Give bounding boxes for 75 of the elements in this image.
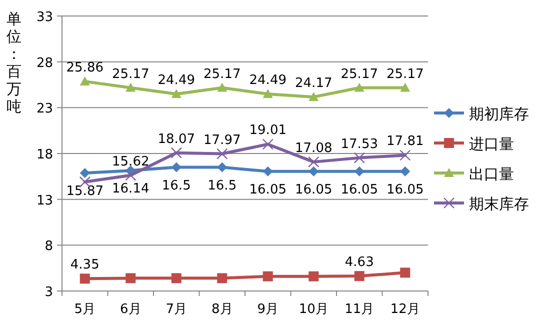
data-label: 17.53	[340, 136, 378, 152]
point	[217, 273, 228, 284]
point	[262, 89, 273, 98]
data-label: 17.81	[386, 134, 424, 150]
data-label: 25.17	[112, 66, 150, 82]
point	[262, 166, 273, 176]
point	[308, 166, 319, 176]
data-label: 25.17	[204, 66, 241, 82]
point	[80, 76, 90, 86]
y-tick-label: 13	[36, 193, 53, 208]
data-label: 16.5	[208, 178, 237, 194]
x-tick-label: 8月	[211, 302, 233, 317]
x-tick-label: 5月	[74, 302, 96, 317]
data-label: 17.08	[295, 140, 332, 156]
point	[80, 274, 90, 284]
point	[354, 166, 364, 176]
y-axis-title: 单位：百万吨	[6, 10, 22, 116]
point	[308, 92, 319, 101]
data-label: 4.63	[344, 255, 374, 270]
y-tick-label: 3	[44, 285, 53, 300]
y-tick-label: 28	[36, 56, 53, 71]
point	[170, 147, 182, 158]
point	[400, 166, 410, 176]
y-tick-label: 23	[36, 102, 53, 117]
point	[262, 271, 273, 282]
x-tick-label: 9月	[257, 302, 279, 317]
data-label: 17.97	[204, 132, 241, 148]
point	[171, 162, 182, 172]
point	[171, 273, 182, 284]
data-label: 16.05	[249, 182, 286, 198]
data-label: 16.5	[162, 178, 191, 194]
point	[262, 138, 274, 150]
data-label: 19.01	[249, 123, 286, 138]
point	[308, 271, 319, 282]
data-label: 16.05	[340, 182, 378, 198]
point	[126, 82, 136, 92]
point	[217, 162, 228, 172]
point	[354, 82, 364, 92]
legend-label: 进口量	[469, 135, 514, 153]
data-label: 24.49	[249, 73, 286, 88]
x-tick-label: 7月	[166, 302, 188, 317]
point	[171, 89, 182, 98]
data-label: 15.62	[112, 154, 150, 170]
point	[80, 168, 90, 178]
point	[217, 82, 228, 92]
legend-label: 期末库存	[469, 195, 529, 213]
point	[126, 273, 136, 284]
point	[354, 152, 365, 164]
data-label: 25.17	[340, 66, 378, 82]
y-tick-label: 8	[44, 239, 53, 254]
point	[400, 268, 410, 278]
y-tick-label: 18	[36, 148, 53, 162]
x-tick-label: 6月	[120, 302, 142, 317]
legend-label: 出口量	[469, 165, 514, 183]
x-tick-label: 10月	[298, 302, 328, 317]
legend-label: 期初库存	[469, 105, 529, 123]
point	[400, 82, 410, 92]
data-label: 18.07	[158, 132, 195, 147]
data-label: 25.86	[66, 60, 104, 76]
x-tick-label: 12月	[390, 302, 420, 317]
data-label: 4.35	[70, 258, 100, 273]
data-label: 16.05	[386, 182, 424, 198]
point	[125, 170, 136, 181]
y-tick-label: 33	[36, 10, 53, 25]
data-label: 16.05	[295, 182, 332, 198]
data-label: 25.17	[386, 66, 424, 82]
data-label: 15.87	[66, 184, 104, 200]
point	[308, 156, 320, 168]
x-tick-label: 11月	[344, 302, 374, 317]
data-label: 24.17	[295, 76, 332, 91]
point	[400, 150, 411, 161]
data-label: 16.14	[112, 182, 150, 197]
data-label: 24.49	[158, 73, 195, 88]
point	[354, 271, 364, 282]
point	[216, 148, 228, 160]
